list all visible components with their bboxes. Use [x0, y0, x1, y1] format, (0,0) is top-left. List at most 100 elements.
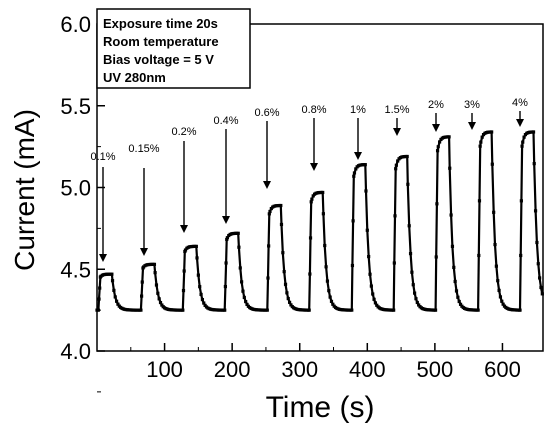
data-point [417, 303, 421, 307]
data-point [449, 213, 453, 217]
data-point [436, 145, 440, 149]
concentration-label: 0.4% [213, 115, 238, 127]
data-point [242, 295, 246, 300]
data-point [536, 262, 540, 266]
data-point [110, 272, 114, 276]
data-point [307, 308, 311, 312]
data-point [375, 303, 379, 307]
data-point [266, 276, 270, 280]
data-point [518, 308, 522, 312]
data-point [373, 301, 378, 305]
data-point [114, 299, 119, 303]
data-point [279, 203, 283, 208]
data-point [479, 140, 483, 144]
data-point [477, 199, 482, 203]
data-point [154, 283, 159, 287]
data-point [309, 200, 313, 204]
data-point [181, 288, 186, 293]
data-point [447, 135, 451, 139]
concentration-label: 2% [428, 99, 444, 111]
annotation: 2% [428, 99, 444, 132]
data-point [363, 163, 367, 167]
data-point [158, 300, 163, 305]
data-point [282, 270, 286, 274]
data-point [492, 210, 496, 214]
data-point [244, 300, 248, 304]
data-point [241, 289, 245, 293]
data-point [434, 255, 438, 259]
data-point [238, 266, 242, 270]
x-tick-label: 400 [349, 357, 386, 382]
series-current [95, 130, 544, 312]
data-point [281, 251, 285, 255]
data-point [452, 265, 456, 269]
data-point [392, 308, 396, 312]
data-point [450, 244, 455, 248]
concentration-label: 0.15% [128, 143, 159, 155]
data-point [195, 256, 199, 260]
data-point [200, 297, 205, 302]
info-box: Exposure time 20s Room temperature Bias … [96, 8, 251, 89]
data-point [237, 245, 241, 249]
data-point [368, 272, 372, 276]
x-axis: 100 200 300 400 500 600 [130, 343, 521, 382]
data-point [140, 294, 144, 298]
data-point [539, 285, 543, 290]
data-point [283, 282, 288, 286]
annotation: 4% [512, 97, 528, 127]
data-point [457, 299, 461, 304]
data-point [394, 163, 398, 167]
data-point [352, 174, 356, 178]
data-point [112, 288, 116, 292]
data-point [182, 269, 186, 273]
data-point [497, 288, 501, 292]
data-point [531, 130, 536, 134]
data-point [268, 209, 272, 214]
data-point [196, 273, 200, 277]
annotation: 0.4% [213, 115, 239, 224]
data-point [394, 167, 398, 171]
data-point [113, 295, 117, 299]
data-point [494, 264, 498, 268]
concentration-label: 4% [512, 97, 528, 109]
data-point [324, 265, 328, 269]
data-point [329, 299, 334, 303]
data-point [407, 224, 411, 228]
data-point [435, 202, 439, 206]
data-point [323, 243, 327, 248]
data-point [285, 291, 289, 295]
y-tick-label: 6.0 [60, 12, 91, 37]
y-tick-label: 5.0 [60, 176, 91, 201]
data-point [240, 280, 244, 284]
data-point [408, 251, 413, 256]
data-point [289, 303, 293, 307]
data-point [448, 166, 452, 170]
data-point [224, 261, 228, 265]
concentration-label: 1.5% [384, 104, 409, 116]
y-tick-label: 4.5 [60, 257, 91, 282]
data-point [321, 212, 325, 216]
data-point [328, 295, 332, 299]
data-point [199, 292, 203, 297]
data-point [153, 271, 157, 275]
data-point [433, 308, 438, 312]
series-line [97, 130, 544, 312]
data-point [538, 276, 542, 280]
data-point [458, 302, 463, 306]
data-point [267, 212, 271, 216]
data-point [435, 149, 440, 153]
data-point [372, 297, 376, 301]
data-point [413, 291, 417, 295]
data-point [415, 300, 419, 305]
y-tick-label: 5.5 [60, 94, 91, 119]
data-point [410, 270, 414, 274]
data-point [522, 135, 526, 139]
data-point [352, 171, 357, 175]
annotation: 0.15% [128, 143, 160, 256]
data-point [308, 272, 312, 276]
data-point [501, 302, 505, 306]
data-point [490, 162, 494, 166]
data-point [406, 182, 410, 186]
y-tick-label: 4.0 [60, 339, 91, 364]
annotation: 0.1% [90, 151, 116, 262]
